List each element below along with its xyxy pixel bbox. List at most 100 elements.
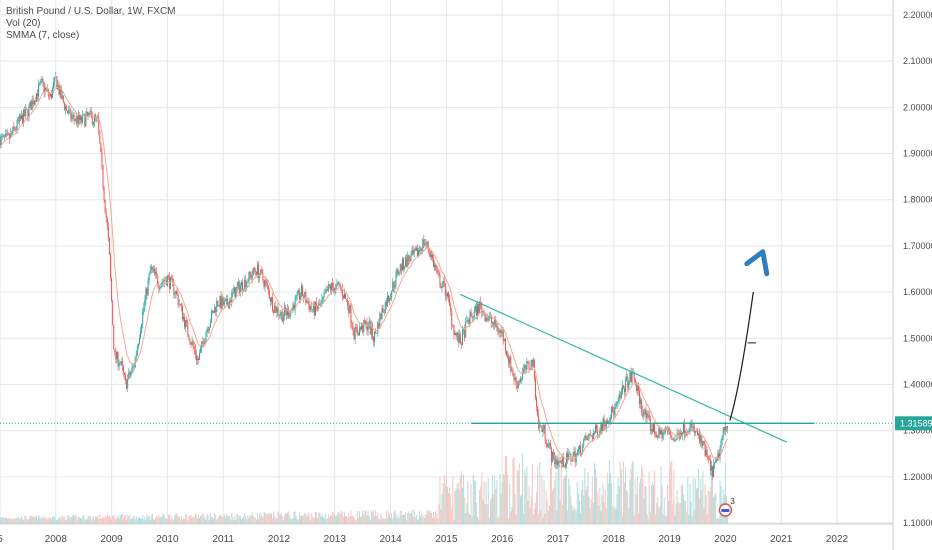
volume-bar	[289, 515, 291, 524]
volume-bar	[253, 518, 255, 524]
candle-body	[182, 317, 184, 320]
volume-bar	[250, 515, 252, 524]
candle-body	[29, 101, 31, 107]
volume-bar	[587, 471, 589, 524]
candle-body	[91, 114, 93, 125]
volume-bar	[401, 514, 403, 524]
candle-body	[568, 454, 570, 460]
volume-bar	[286, 513, 288, 524]
volume-bar	[470, 483, 472, 524]
candle-body	[434, 264, 436, 267]
candle-body	[331, 283, 333, 290]
candle-body	[661, 430, 663, 439]
candle-body	[644, 409, 646, 414]
candle-body	[255, 271, 257, 275]
candle-body	[494, 319, 496, 325]
volume-bar	[559, 499, 561, 524]
candle-body	[406, 257, 408, 267]
volume-bar	[503, 474, 505, 524]
candle-body	[259, 274, 261, 279]
candle-body	[5, 133, 7, 135]
candle-body	[207, 328, 209, 331]
candle-body	[647, 413, 649, 415]
candle-body	[4, 133, 6, 137]
volume-bar	[263, 512, 265, 524]
volume-bar	[424, 517, 426, 524]
candle-body	[280, 312, 282, 316]
candle-body	[428, 249, 430, 252]
volume-bar	[144, 516, 146, 524]
candle-body	[117, 352, 119, 367]
volume-bar	[707, 490, 709, 524]
volume-bar	[547, 510, 549, 524]
candle-body	[513, 375, 515, 380]
volume-bar	[337, 511, 339, 524]
candle-body	[465, 321, 467, 338]
candle-body	[141, 324, 143, 332]
candle-body	[275, 306, 277, 313]
volume-bar	[629, 479, 631, 524]
candle-body	[528, 362, 530, 369]
legend-symbol: British Pound / U.S. Dollar, 1W, FXCM	[6, 6, 176, 17]
candle-body	[66, 106, 68, 111]
candle-body	[156, 272, 158, 276]
candle-body	[295, 295, 297, 298]
volume-bar	[274, 516, 276, 524]
volume-bar	[88, 515, 90, 524]
candle-body	[67, 110, 69, 114]
candle-body	[395, 272, 397, 286]
volume-bar	[43, 515, 45, 524]
candle-body	[62, 95, 64, 103]
volume-bar	[113, 514, 115, 524]
candle-body	[26, 109, 28, 110]
candle-body	[371, 325, 373, 337]
volume-bar	[523, 513, 525, 524]
volume-bar	[332, 512, 334, 524]
volume-bar	[595, 468, 597, 524]
volume-bar	[118, 518, 120, 524]
volume-bar	[328, 517, 330, 524]
candle-body	[87, 111, 89, 116]
candle-body	[104, 200, 106, 213]
volume-bar	[104, 516, 106, 524]
volume-bar	[705, 495, 707, 524]
volume-bar	[53, 516, 55, 524]
candle-body	[25, 109, 27, 117]
candle-body	[635, 383, 637, 391]
volume-bar	[624, 482, 626, 524]
candle-body	[629, 372, 631, 382]
candle-body	[357, 333, 359, 336]
volume-bar	[713, 497, 715, 524]
candle-body	[122, 366, 124, 373]
volume-bar	[357, 517, 359, 524]
volume-bar	[486, 504, 488, 524]
volume-bar	[10, 518, 12, 524]
volume-bar	[552, 491, 554, 524]
volume-bar	[66, 519, 68, 524]
volume-bar	[662, 514, 664, 524]
candle-body	[370, 325, 372, 335]
volume-bar	[320, 516, 322, 524]
volume-bar	[182, 518, 184, 524]
volume-bar	[573, 507, 575, 524]
volume-bar	[292, 518, 294, 524]
volume-bar	[521, 494, 523, 524]
volume-bar	[313, 517, 315, 524]
candle-body	[547, 444, 549, 447]
volume-bar	[537, 466, 539, 524]
volume-bar	[238, 515, 240, 524]
candle-body	[560, 460, 562, 464]
price-tick-label: 2.00000	[903, 102, 932, 112]
candle-body	[364, 320, 366, 325]
volume-bar	[62, 516, 64, 524]
candle-body	[538, 414, 540, 429]
time-tick-label: 5	[0, 534, 3, 545]
volume-bar	[554, 480, 556, 524]
volume-bar	[509, 483, 511, 524]
volume-bar	[164, 518, 166, 524]
candle-body	[587, 435, 589, 440]
candle-body	[554, 456, 556, 465]
candle-body	[437, 271, 439, 273]
volume-bar	[95, 516, 97, 524]
